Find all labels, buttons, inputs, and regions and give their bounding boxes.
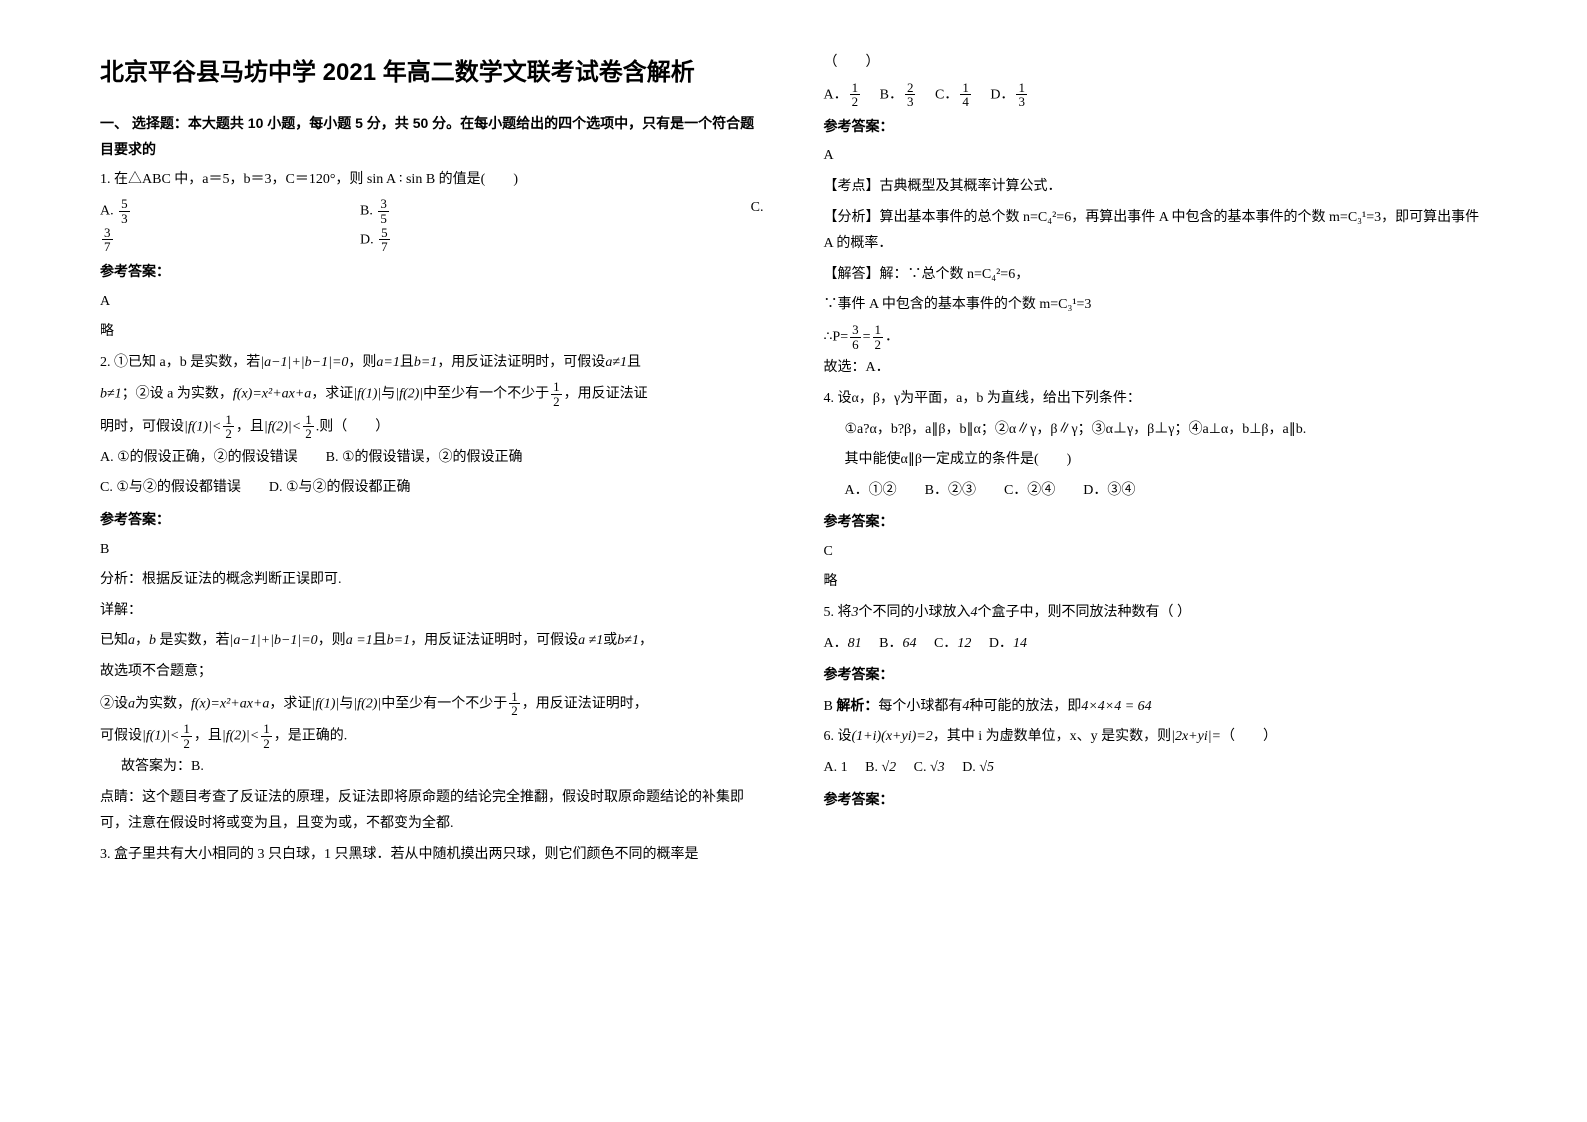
q3-jd2: ∵事件 A 中包含的基本事件的个数 m=C₃¹=3 [824, 292, 1488, 319]
q2-ans: B [100, 537, 764, 564]
q2-ans-label: 参考答案： [100, 506, 764, 533]
q3-ans: A [824, 143, 1488, 170]
q5-ans-label: 参考答案： [824, 661, 1488, 688]
q2-line3: 明时，可假设|f(1)|<12，且|f(2)|<12.则（ ） [100, 413, 764, 441]
q1-optD-label: D. [360, 232, 374, 247]
q2-detail2: 故选项不合题意； [100, 659, 764, 686]
q5-stem: 5. 将3个不同的小球放入4个盒子中，则不同放法种数有（ ） [824, 600, 1488, 627]
section-1-head: 一、 选择题：本大题共 10 小题，每小题 5 分，共 50 分。在每小题给出的… [100, 110, 764, 163]
q2-line1: 2. ①已知 a，b 是实数，若|a−1|+|b−1|=0，则a=1且b=1，用… [100, 350, 764, 377]
q2-xiangjie: 详解： [100, 598, 764, 625]
q4-c2: 其中能使α∥β一定成立的条件是( ) [845, 447, 1488, 474]
q2-fenxi: 分析：根据反证法的概念判断正误即可. [100, 567, 764, 594]
q3-jd3: ∴P=36=12． [824, 323, 1488, 351]
q1-stem: 1. 在△ABC 中，a＝5，b＝3，C＝120°，则 sin A ∶ sin … [100, 167, 764, 194]
q3-ans-label: 参考答案： [824, 113, 1488, 140]
q5-ans: B 解析：每个小球都有4种可能的放法，即4×4×4 = 64 [824, 692, 1488, 721]
q4-lue: 略 [824, 569, 1488, 596]
q1-optA-label: A. [100, 204, 114, 219]
q1-optC-frac: 37 [100, 226, 115, 254]
right-column: （ ） A．12 B．23 C．14 D．13 参考答案： A 【考点】古典概型… [824, 50, 1488, 873]
q1-ans-label: 参考答案： [100, 258, 764, 285]
q6-options: A. 1 B. √2 C. √3 D. √5 [824, 755, 1488, 782]
q4-conditions: ①a?α，b?β，a∥β，b∥α；②α∥γ，β∥γ；③α⊥γ，β⊥γ；④a⊥α，… [845, 417, 1488, 444]
q2-optA-B: A. ①的假设正确，②的假设错误 B. ①的假设错误，②的假设正确 [100, 445, 764, 472]
q3-fx: 【分析】算出基本事件的总个数 n=C₄²=6，再算出事件 A 中包含的基本事件的… [824, 205, 1488, 258]
q1-optA-frac: 53 [117, 197, 132, 225]
q1-optB-frac: 35 [376, 197, 391, 225]
q5-options: A．81 B．64 C．12 D．14 [824, 631, 1488, 658]
q4-opts: A．①② B．②③ C．②④ D．③④ [845, 478, 1488, 505]
q2-detail4: 可假设|f(1)|<12，且|f(2)|<12，是正确的. [100, 722, 764, 750]
q6-ans-label: 参考答案： [824, 786, 1488, 813]
q1-lue: 略 [100, 319, 764, 346]
q1-optB-label: B. [360, 204, 373, 219]
q3-paren: （ ） [824, 50, 1488, 77]
q3-options: A．12 B．23 C．14 D．13 [824, 81, 1488, 109]
q4-ans-label: 参考答案： [824, 508, 1488, 535]
q3-kd: 【考点】古典概型及其概率计算公式． [824, 174, 1488, 201]
q6-stem: 6. 设(1+i)(x+yi)=2，其中 i 为虚数单位，x、y 是实数，则|2… [824, 724, 1488, 751]
q2-line2: b≠1；②设 a 为实数，f(x)=x²+ax+a，求证|f(1)|与|f(2)… [100, 380, 764, 408]
q4-stem: 4. 设α，β，γ为平面，a，b 为直线，给出下列条件： [824, 386, 1488, 413]
q1-optC-label: C. [751, 200, 764, 215]
q3-stem: 3. 盒子里共有大小相同的 3 只白球，1 只黑球．若从中随机摸出两只球，则它们… [100, 842, 764, 869]
page-title: 北京平谷县马坊中学 2021 年高二数学文联考试卷含解析 [100, 50, 764, 96]
q3-jd4: 故选：A． [824, 355, 1488, 382]
q1-optD-frac: 57 [377, 226, 392, 254]
q2-detail3: ②设a为实数，f(x)=x²+ax+a，求证|f(1)|与|f(2)|中至少有一… [100, 690, 764, 718]
left-column: 北京平谷县马坊中学 2021 年高二数学文联考试卷含解析 一、 选择题：本大题共… [100, 50, 764, 873]
q1-options: A. 53 B. 35 C. 37 D. 57 [100, 197, 764, 254]
q4-ans: C [824, 539, 1488, 566]
q2-optC-D: C. ①与②的假设都错误 D. ①与②的假设都正确 [100, 475, 764, 502]
q3-jd1: 【解答】解：∵总个数 n=C₄²=6， [824, 262, 1488, 289]
q2-detail6: 点睛：这个题目考查了反证法的原理，反证法即将原命题的结论完全推翻，假设时取原命题… [100, 785, 764, 838]
q2-detail1: 已知a，b 是实数，若|a−1|+|b−1|=0，则a =1且b=1，用反证法证… [100, 628, 764, 655]
q1-ans: A [100, 289, 764, 316]
q2-detail5: 故答案为：B. [121, 754, 764, 781]
